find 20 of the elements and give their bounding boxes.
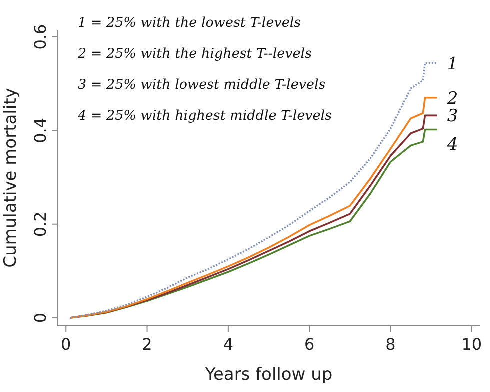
y-tick-label: 0: [31, 312, 50, 324]
x-tick-label: 2: [142, 335, 152, 354]
y-tick-label: 0.4: [31, 118, 50, 144]
x-axis-title: Years follow up: [204, 365, 333, 385]
y-tick-label: 0.2: [31, 212, 50, 238]
series-label: 1: [447, 54, 458, 74]
annotation: 3 = 25% with lowest middle T-levels: [78, 77, 326, 93]
x-tick-label: 10: [462, 335, 482, 354]
annotation: 2 = 25% with the highest T--levels: [77, 46, 312, 62]
annotation: 4 = 25% with highest middle T-levels: [77, 108, 332, 124]
x-tick-label: 4: [223, 335, 234, 354]
series-label: 3: [447, 106, 458, 127]
x-tick-label: 8: [386, 335, 396, 354]
annotation: 1 = 25% with the lowest T-levels: [78, 15, 302, 31]
series-label: 2: [446, 88, 458, 109]
y-axis-title: Cumulative mortality: [1, 88, 21, 268]
x-tick-label: 0: [61, 335, 72, 354]
y-tick-label: 0.6: [31, 24, 50, 50]
x-tick-label: 6: [304, 335, 315, 354]
series-label: 4: [446, 134, 458, 155]
